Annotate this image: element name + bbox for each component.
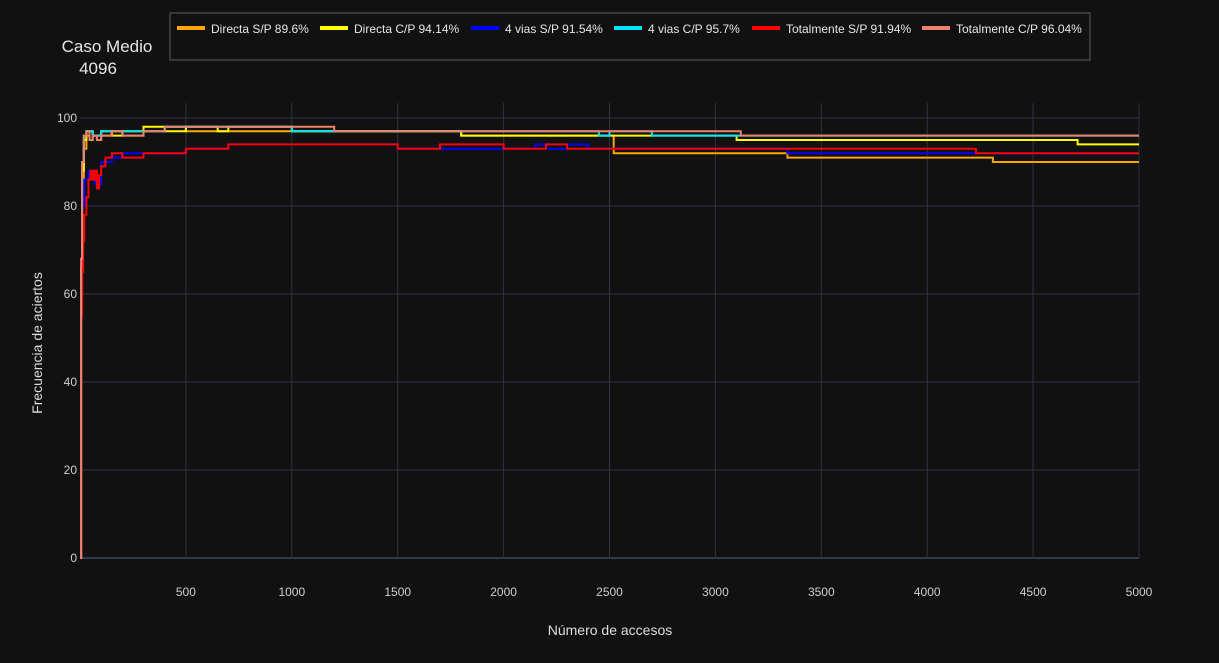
x-tick-label: 4000 (914, 585, 941, 599)
series-layer (80, 125, 1139, 559)
x-axis-title: Número de accesos (548, 622, 673, 638)
x-tick-label: 500 (176, 585, 196, 599)
x-tick-label: 3500 (808, 585, 835, 599)
legend-label[interactable]: Totalmente S/P 91.94% (786, 22, 912, 36)
legend-label[interactable]: Totalmente C/P 96.04% (956, 22, 1082, 36)
chart-title-line-1: Caso Medio (62, 37, 153, 56)
x-tick-label: 1000 (278, 585, 305, 599)
grid (80, 103, 1140, 559)
y-tick-label: 40 (64, 375, 78, 389)
series-line-5 (80, 143, 1139, 559)
x-tick-label: 1500 (384, 585, 411, 599)
legend-label[interactable]: 4 vias S/P 91.54% (505, 22, 603, 36)
x-axis-ticks: 500 1000 1500 2000 2500 3000 3500 4000 4500 5000 (176, 585, 1153, 599)
x-tick-label: 3000 (702, 585, 729, 599)
y-tick-label: 100 (57, 111, 77, 125)
y-tick-label: 20 (64, 463, 78, 477)
y-axis-title: Frecuencia de aciertos (29, 272, 45, 414)
x-tick-label: 4500 (1020, 585, 1047, 599)
legend-label[interactable]: Directa C/P 94.14% (354, 22, 459, 36)
legend-box (169, 12, 1091, 61)
x-tick-label: 5000 (1126, 585, 1153, 599)
y-tick-label: 0 (70, 551, 77, 565)
legend-label[interactable]: Directa S/P 89.6% (211, 22, 309, 36)
legend: Directa S/P 89.6% Directa C/P 94.14% 4 via… (169, 12, 1091, 61)
x-tick-label: 2000 (490, 585, 517, 599)
y-axis-ticks: 0 20 40 60 80 100 (57, 111, 77, 565)
series-line-6 (80, 125, 1139, 559)
legend-label[interactable]: 4 vias C/P 95.7% (648, 22, 740, 36)
chart-title-line-2: 4096 (79, 59, 117, 78)
x-tick-label: 2500 (596, 585, 623, 599)
y-tick-label: 60 (64, 287, 78, 301)
y-tick-label: 80 (64, 199, 78, 213)
